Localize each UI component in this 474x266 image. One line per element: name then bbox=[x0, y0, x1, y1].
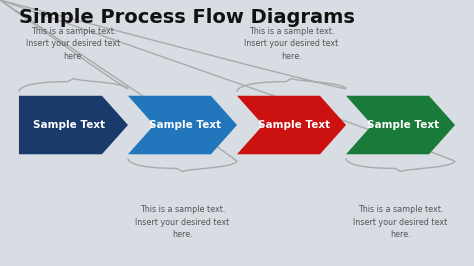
Text: Sample Text: Sample Text bbox=[258, 120, 330, 130]
Polygon shape bbox=[128, 96, 237, 154]
Polygon shape bbox=[346, 96, 455, 154]
Text: Simple Process Flow Diagrams: Simple Process Flow Diagrams bbox=[19, 8, 355, 27]
Text: This is a sample text.
Insert your desired text
here.: This is a sample text. Insert your desir… bbox=[245, 27, 338, 61]
Text: This is a sample text.
Insert your desired text
here.: This is a sample text. Insert your desir… bbox=[27, 27, 120, 61]
Text: This is a sample text.
Insert your desired text
here.: This is a sample text. Insert your desir… bbox=[354, 205, 447, 239]
Polygon shape bbox=[237, 96, 346, 154]
Text: This is a sample text.
Insert your desired text
here.: This is a sample text. Insert your desir… bbox=[136, 205, 229, 239]
Text: Sample Text: Sample Text bbox=[33, 120, 105, 130]
Polygon shape bbox=[19, 96, 128, 154]
Text: Sample Text: Sample Text bbox=[149, 120, 221, 130]
Text: Sample Text: Sample Text bbox=[367, 120, 439, 130]
